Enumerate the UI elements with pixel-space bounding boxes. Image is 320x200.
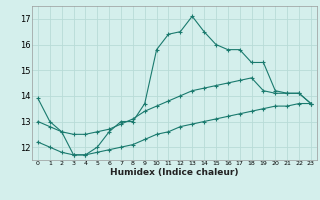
X-axis label: Humidex (Indice chaleur): Humidex (Indice chaleur) (110, 168, 239, 177)
